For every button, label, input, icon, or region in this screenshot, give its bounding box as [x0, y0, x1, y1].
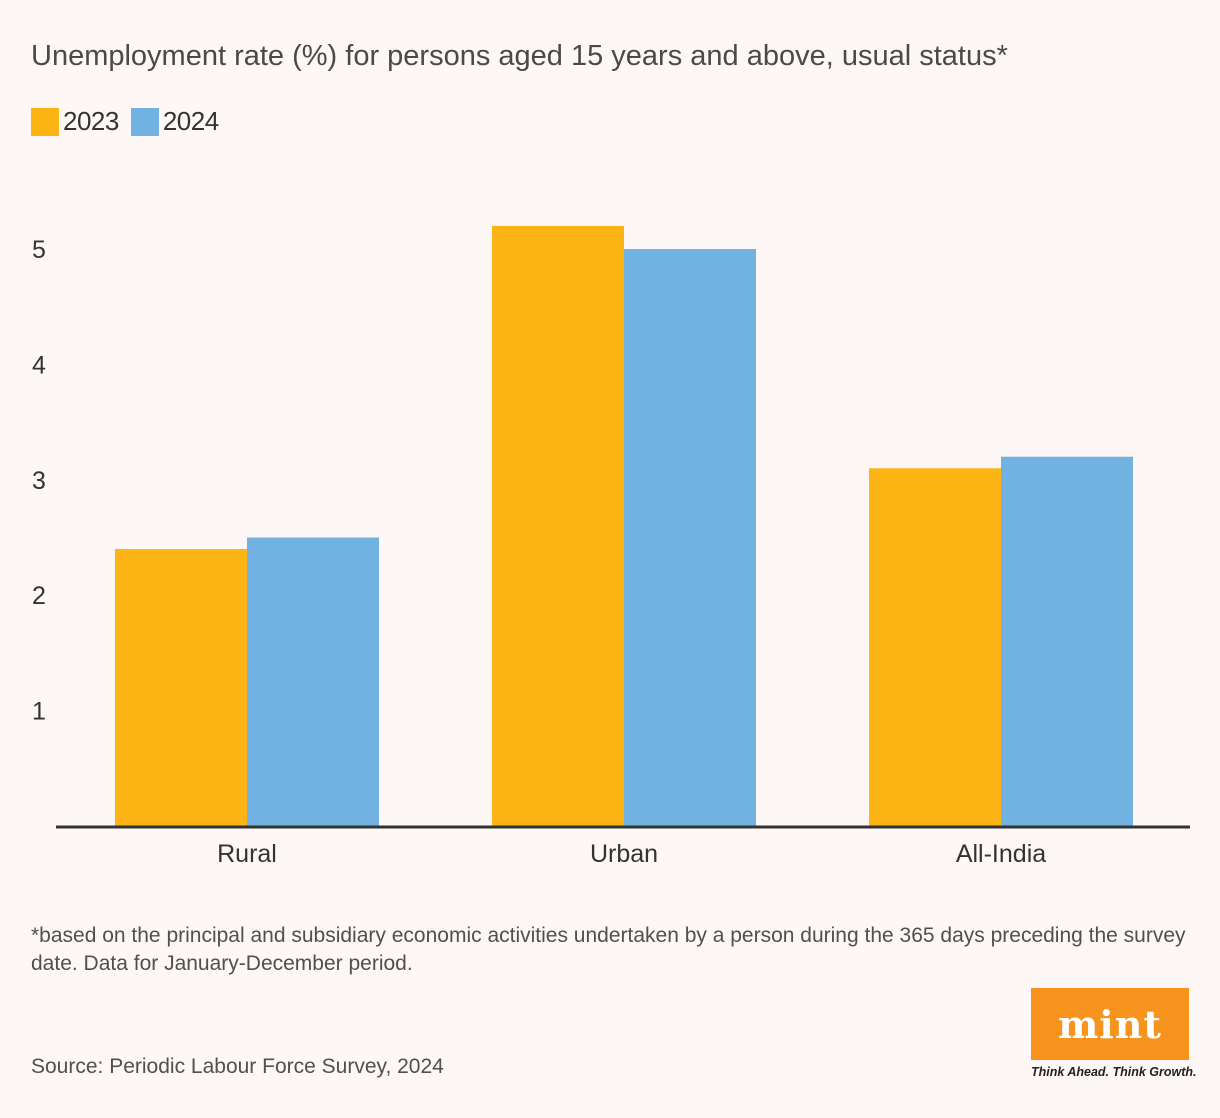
legend: 2023 2024	[31, 106, 231, 137]
bars-group	[115, 225, 1133, 827]
bar-rural-2023	[115, 549, 247, 826]
y-tick-label: 4	[32, 351, 46, 379]
bar-urban-2024	[624, 249, 756, 826]
legend-item-2023: 2023	[31, 106, 119, 137]
y-tick-label: 3	[32, 467, 46, 495]
legend-swatch-2023	[31, 107, 59, 136]
mint-logo: mint	[1031, 988, 1189, 1060]
x-tick-label-urban: Urban	[590, 840, 658, 868]
bar-rural-2024	[247, 537, 379, 826]
footnote: *based on the principal and subsidiary e…	[31, 924, 1186, 975]
bar-chart: 1 2 3 4 5 Rural Urban All-India	[32, 225, 1190, 868]
legend-item-2024: 2024	[130, 106, 219, 137]
x-tick-label-rural: Rural	[217, 840, 277, 868]
y-tick-label: 5	[32, 236, 46, 264]
logo-text: mint	[1058, 1001, 1162, 1047]
y-axis-ticks: 1 2 3 4 5	[32, 236, 46, 726]
legend-swatch-2024	[130, 107, 159, 136]
logo-tagline: Think Ahead. Think Growth.	[1031, 1065, 1197, 1079]
legend-label-2023: 2023	[63, 106, 119, 136]
source-note: Source: Periodic Labour Force Survey, 20…	[31, 1055, 444, 1078]
bar-all-india-2024	[1001, 456, 1133, 826]
y-tick-label: 1	[32, 698, 46, 726]
bar-urban-2023	[492, 225, 624, 827]
bar-all-india-2023	[869, 468, 1001, 826]
chart-title: Unemployment rate (%) for persons aged 1…	[31, 40, 1008, 72]
y-tick-label: 2	[32, 582, 46, 610]
legend-label-2024: 2024	[162, 106, 219, 136]
x-axis-labels: Rural Urban All-India	[217, 840, 1046, 868]
x-tick-label-all-india: All-India	[956, 840, 1046, 868]
